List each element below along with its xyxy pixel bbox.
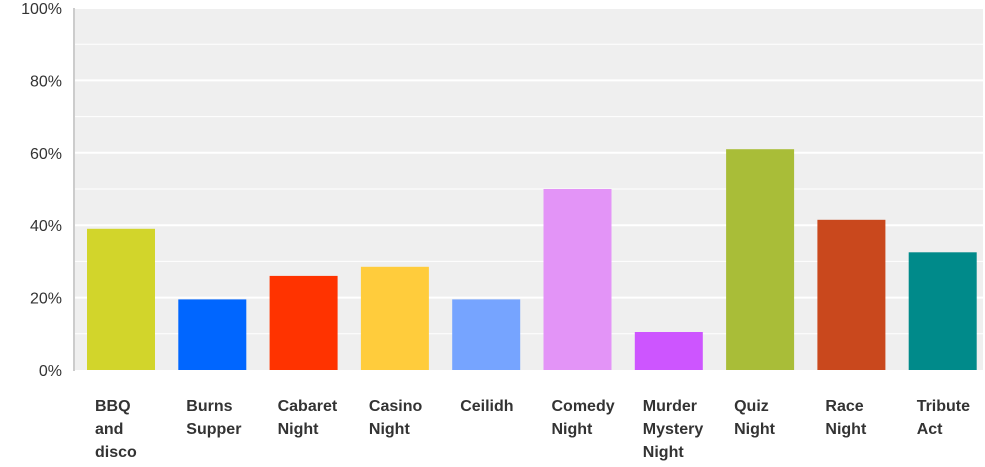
bar [269, 275, 338, 370]
x-tick-label: Quiz Night [734, 398, 776, 438]
x-tick-label: Casino Night [369, 398, 423, 438]
y-tick-label: 60% [30, 146, 62, 163]
x-tick-label: Comedy Night [552, 398, 615, 438]
x-tick-label: Cabaret Night [278, 398, 338, 438]
bar [908, 252, 977, 370]
x-tick-label: Burns Supper [186, 398, 241, 438]
bars [87, 149, 977, 370]
x-tick-label: Race Night [825, 398, 867, 438]
bar [360, 266, 429, 370]
x-tick-label: BBQ and disco [95, 398, 137, 461]
y-tick-label: 40% [30, 218, 62, 235]
bar [178, 299, 247, 370]
x-tick-label: Tribute Act [917, 398, 970, 438]
y-tick-label: 80% [30, 73, 62, 90]
x-axis-labels: BBQ and disco Burns Supper Cabaret Night Casino… [95, 398, 970, 461]
x-tick-label: Murder Mystery Night [643, 398, 704, 461]
x-tick-label: Ceilidh [460, 398, 513, 415]
y-tick-label: 0% [39, 363, 62, 380]
y-axis-ticks: 0% 20% 40% 60% 80% 100% [21, 1, 62, 380]
bar [634, 332, 703, 370]
bar [726, 149, 795, 370]
gridlines [75, 7, 983, 335]
bar [87, 228, 155, 370]
bar [452, 299, 521, 370]
bar [817, 219, 886, 370]
y-tick-label: 20% [30, 291, 62, 308]
bar [543, 189, 612, 370]
y-tick-label: 100% [21, 1, 62, 18]
